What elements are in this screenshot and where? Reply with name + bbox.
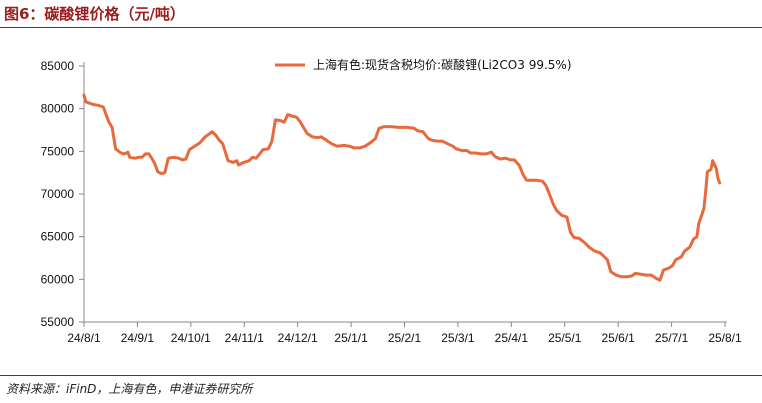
x-tick-label: 24/12/1: [278, 331, 318, 345]
x-tick-label: 24/10/1: [171, 331, 211, 345]
title-divider: [0, 27, 762, 28]
axes-group: 55000 60000 65000 70000 75000 80000 85000 24/8/…: [41, 59, 742, 345]
x-tick-label: 25/1/1: [334, 331, 368, 345]
price-line-chart: 55000 60000 65000 70000 75000 80000 85000 24/8/…: [41, 57, 742, 345]
x-tick-label: 25/5/1: [548, 331, 582, 345]
figure-title: 图6：碳酸锂价格（元/吨）: [4, 5, 185, 23]
y-tick-label: 80000: [41, 102, 75, 116]
x-tick-label: 25/8/1: [708, 331, 742, 345]
y-tick-label: 65000: [41, 230, 75, 244]
y-tick-label: 85000: [41, 59, 75, 73]
source-divider: [0, 375, 762, 376]
x-tick-label: 25/6/1: [601, 331, 635, 345]
y-tick-label: 70000: [41, 187, 75, 201]
y-tick-label: 55000: [41, 315, 75, 329]
x-tick-label: 25/3/1: [441, 331, 475, 345]
y-tick-label: 60000: [41, 272, 75, 286]
x-tick-label: 25/7/1: [655, 331, 689, 345]
source-note: 资料来源：iFinD，上海有色，申港证券研究所: [6, 382, 253, 396]
series-line-0: [82, 93, 722, 282]
series-group: [82, 93, 722, 282]
legend: 上海有色:现货含税均价:碳酸锂(Li2CO3 99.5%): [275, 57, 572, 72]
legend-label: 上海有色:现货含税均价:碳酸锂(Li2CO3 99.5%): [313, 57, 572, 72]
x-tick-label: 25/2/1: [388, 331, 422, 345]
x-tick-label: 24/11/1: [225, 331, 264, 345]
y-tick-label: 75000: [41, 144, 75, 158]
x-tick-label: 25/4/1: [495, 331, 529, 345]
x-tick-label: 24/8/1: [67, 331, 101, 345]
x-tick-label: 24/9/1: [121, 331, 155, 345]
